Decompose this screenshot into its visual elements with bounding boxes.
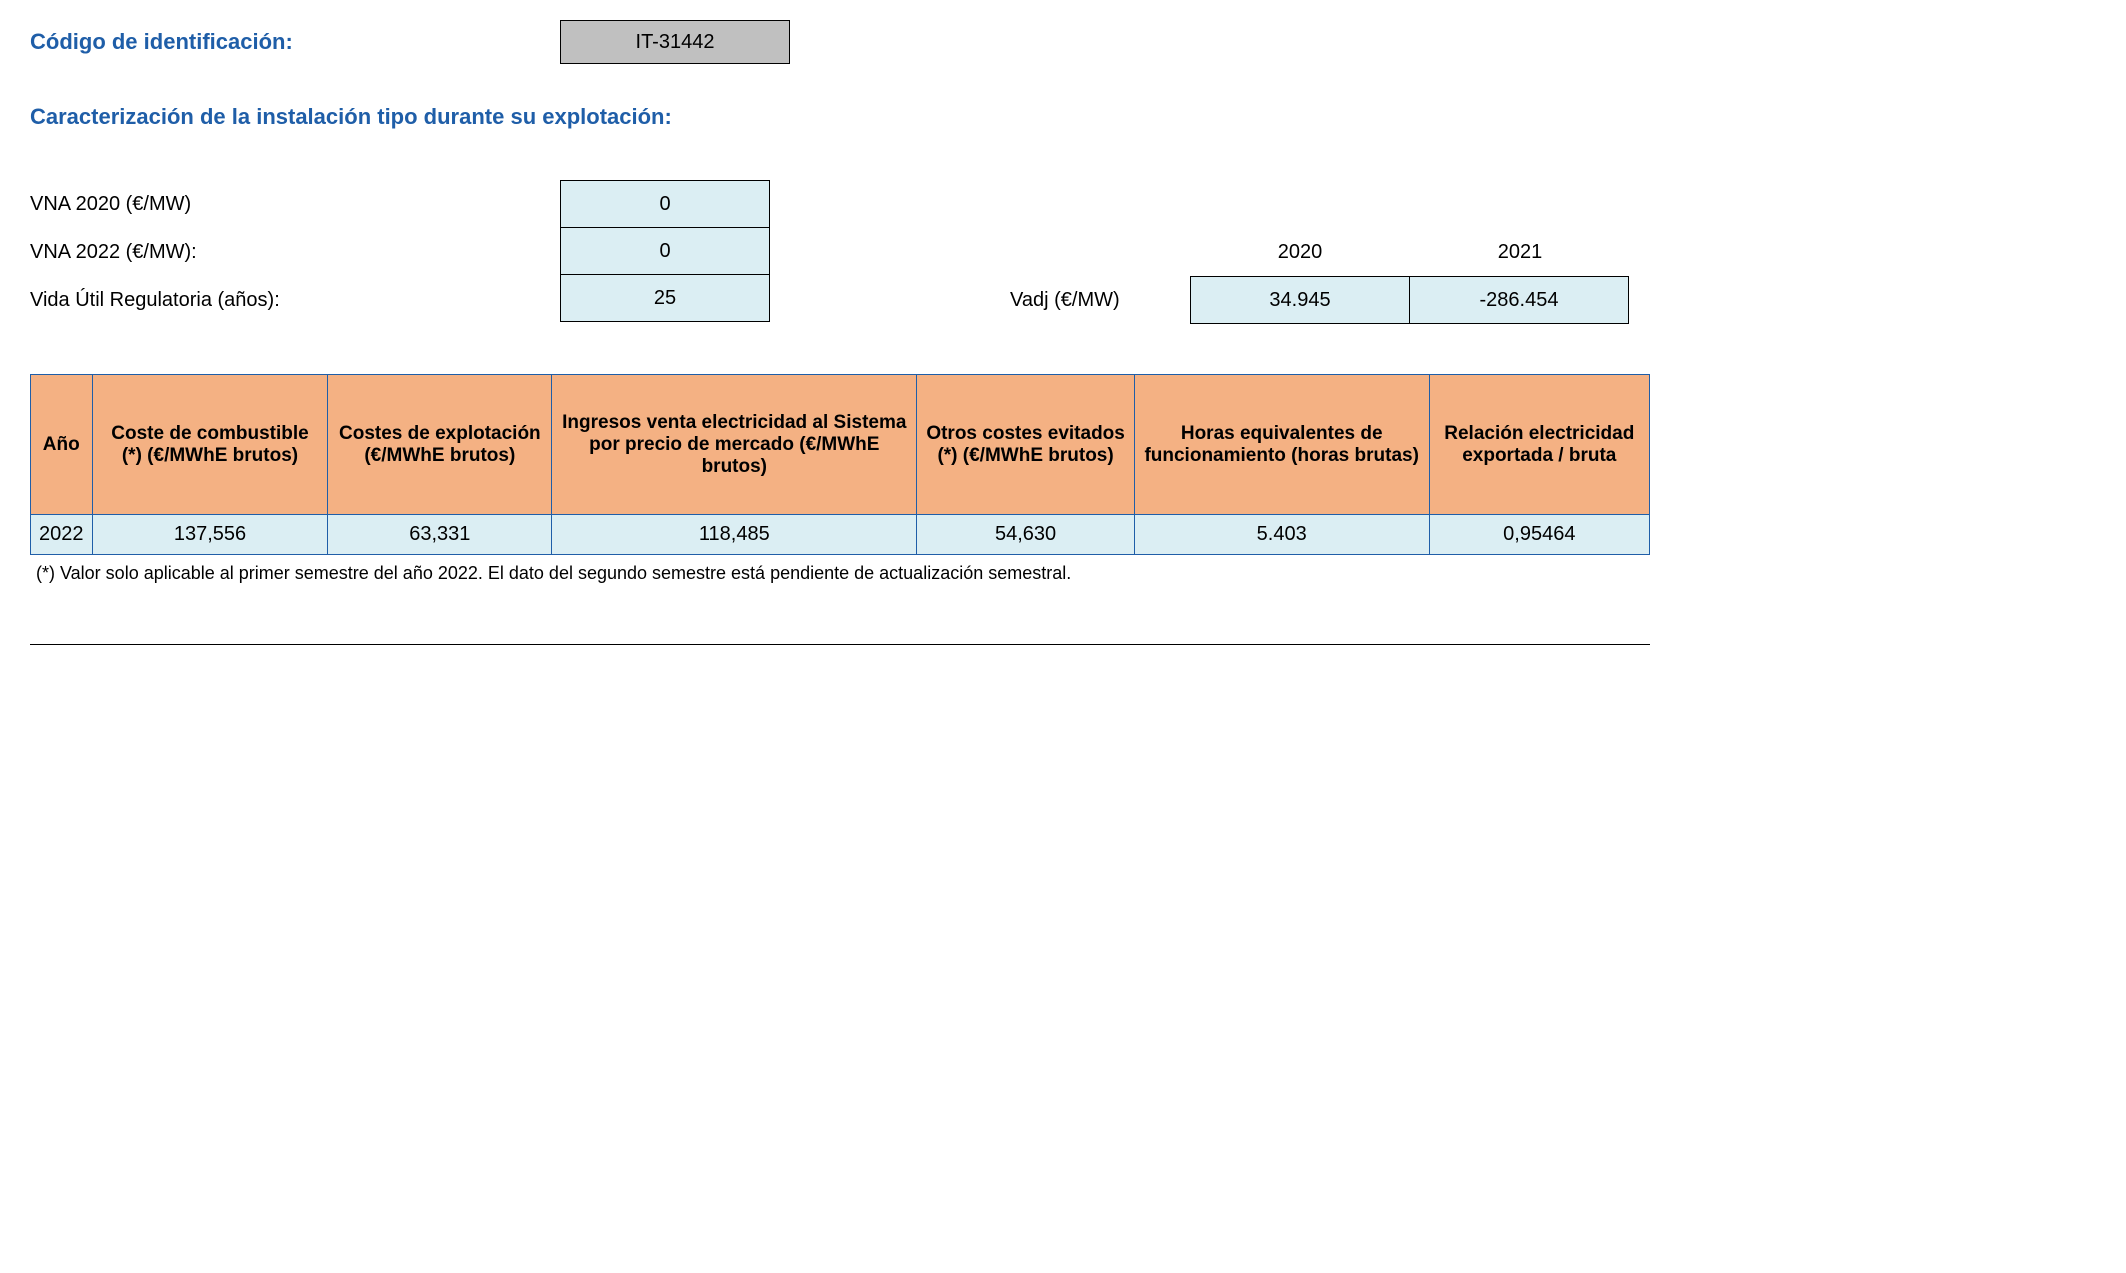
table-footnote: (*) Valor solo aplicable al primer semes… [30,563,2096,584]
cell-sales-income: 118,485 [552,515,917,555]
cell-avoided-costs: 54,630 [917,515,1134,555]
vadj-year-headers: 2020 2021 [1010,228,1630,276]
cell-fuel-cost: 137,556 [92,515,328,555]
id-label: Código de identificación: [30,29,293,54]
vadj-2021-value: -286.454 [1409,276,1629,324]
cell-exploitation-cost: 63,331 [328,515,552,555]
vna2020-label: VNA 2020 (€/MW) [30,180,560,228]
cell-equiv-hours: 5.403 [1134,515,1429,555]
col-year: Año [31,375,93,515]
section-divider [30,644,1650,645]
col-export-ratio: Relación electricidad exportada / bruta [1429,375,1649,515]
year-2021-header: 2021 [1410,241,1630,264]
col-sales-income: Ingresos venta electricidad al Sistema p… [552,375,917,515]
identification-row: Código de identificación: IT-31442 [30,20,2096,64]
table-row: 2022 137,556 63,331 118,485 54,630 5.403… [31,515,1650,555]
vna2022-label: VNA 2022 (€/MW): [30,228,560,276]
vida-util-label: Vida Útil Regulatoria (años): [30,276,560,324]
col-avoided-costs: Otros costes evitados (*) (€/MWhE brutos… [917,375,1134,515]
vna2022-value: 0 [560,227,770,275]
left-parameters: VNA 2020 (€/MW) VNA 2022 (€/MW): Vida Út… [30,180,770,324]
year-2020-header: 2020 [1190,241,1410,264]
col-exploitation-cost: Costes de explotación (€/MWhE brutos) [328,375,552,515]
col-equiv-hours: Horas equivalentes de funcionamiento (ho… [1134,375,1429,515]
right-parameters: 2020 2021 Vadj (€/MW) 34.945 -286.454 [1010,180,1630,324]
vadj-row: Vadj (€/MW) 34.945 -286.454 [1010,276,1630,324]
exploitation-table: Año Coste de combustible (*) (€/MWhE bru… [30,374,1650,555]
vida-util-value: 25 [560,274,770,322]
parameters-area: VNA 2020 (€/MW) VNA 2022 (€/MW): Vida Út… [30,180,2096,324]
vadj-label: Vadj (€/MW) [1010,289,1190,312]
vna2020-value: 0 [560,180,770,228]
cell-export-ratio: 0,95464 [1429,515,1649,555]
characterization-title: Caracterización de la instalación tipo d… [30,104,2096,130]
col-fuel-cost: Coste de combustible (*) (€/MWhE brutos) [92,375,328,515]
vadj-2020-value: 34.945 [1190,276,1410,324]
id-value-box: IT-31442 [560,20,790,64]
cell-year: 2022 [31,515,93,555]
table-header-row: Año Coste de combustible (*) (€/MWhE bru… [31,375,1650,515]
